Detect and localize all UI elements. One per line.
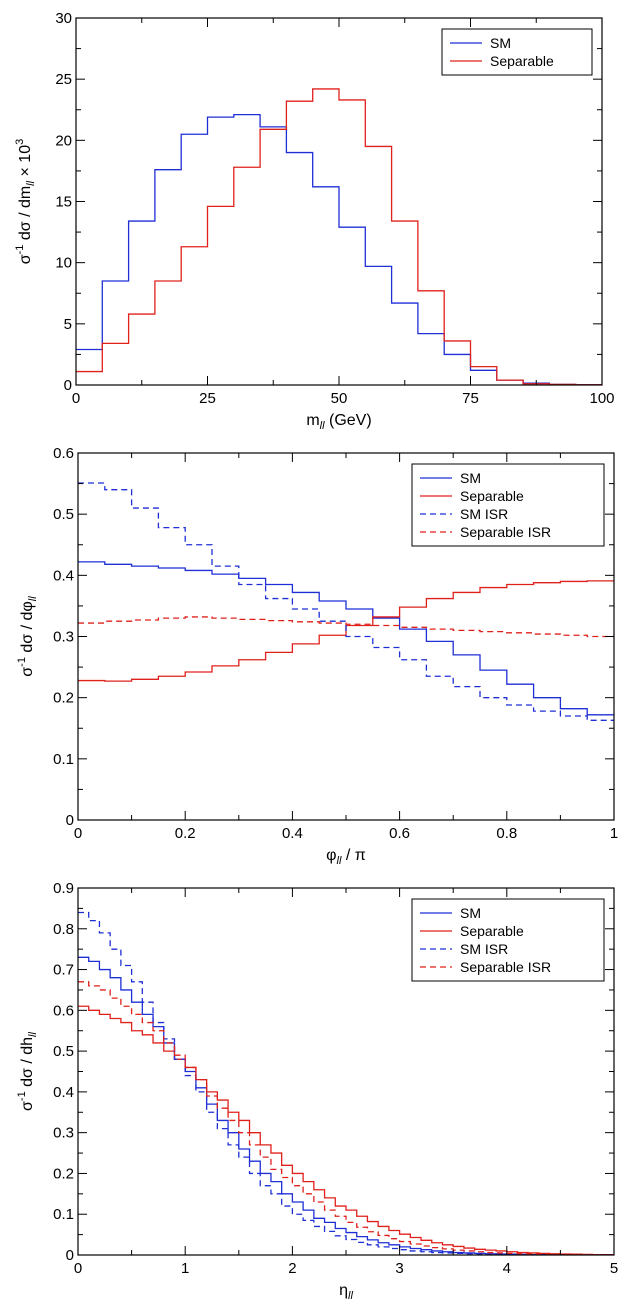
- legend: SM Separable: [441, 28, 593, 76]
- y-tick-label: 0.1: [53, 751, 74, 768]
- chart-panel-3: 0 1 2 3 4 5 0 0.1 0.2 0.3 0.4 0.5 0.6 0.7 0.8 0.9 ηll σ-1…: [16, 880, 618, 1300]
- x-tick-label: 0.6: [389, 825, 410, 842]
- y-tick-label: 0.3: [53, 1125, 74, 1142]
- series-group: [76, 88, 602, 385]
- x-tick-label: 25: [199, 390, 216, 407]
- series-line-separable-isr: [78, 981, 614, 1255]
- series-line-sm: [76, 113, 602, 385]
- y-tick-label: 0.5: [53, 506, 74, 523]
- x-tick-label: 0.4: [282, 825, 303, 842]
- y-tick-label: 0.6: [53, 1002, 74, 1019]
- legend-label: Separable: [460, 923, 524, 939]
- legend-label: SM: [460, 905, 481, 921]
- y-axis-label: σ-1 dσ / dmll × 103: [14, 139, 37, 264]
- legend-label: SM ISR: [460, 941, 508, 957]
- series-line-sm-isr: [78, 911, 614, 1255]
- x-tick-label: 2: [288, 1260, 296, 1277]
- legend: SM Separable SM ISR Separable ISR: [411, 898, 605, 982]
- y-tick-label: 20: [55, 132, 72, 149]
- y-axis-label: σ-1 dσ / dhll: [16, 1031, 39, 1110]
- series-line-separable-isr: [78, 616, 614, 638]
- x-tick-label: 4: [503, 1260, 511, 1277]
- y-tick-label: 15: [55, 194, 72, 211]
- series-line-sm-isr: [78, 482, 614, 721]
- series-line-sm: [78, 561, 614, 716]
- x-axis-label: φll / π: [326, 847, 366, 867]
- series-group: [78, 911, 614, 1255]
- y-tick-label: 0: [64, 377, 72, 394]
- y-tick-label: 0: [66, 812, 74, 829]
- x-tick-label: 0: [72, 390, 80, 407]
- y-tick-label: 0.4: [53, 1084, 74, 1101]
- y-axis-label: σ-1 dσ / dφll: [16, 596, 39, 677]
- y-tick-label: 0.5: [53, 1043, 74, 1060]
- y-tick-label: 0.3: [53, 629, 74, 646]
- x-tick-label: 1: [181, 1260, 189, 1277]
- x-tick-label: 50: [331, 390, 348, 407]
- y-tick-label: 0: [66, 1247, 74, 1264]
- legend-label: Separable ISR: [460, 959, 551, 975]
- y-tick-label: 25: [55, 71, 72, 88]
- y-tick-label: 5: [64, 316, 72, 333]
- y-tick-label: 0.8: [53, 921, 74, 938]
- legend-box: [441, 28, 593, 76]
- legend-label: SM: [490, 35, 511, 51]
- series-line-separable: [76, 88, 602, 385]
- x-axis-label: ηll: [339, 1282, 353, 1300]
- chart-panel-2: 0 0.2 0.4 0.6 0.8 1 0 0.1 0.2 0.3 0.4 0.5 0.6 φll / π…: [16, 445, 618, 867]
- x-tick-label: 0: [74, 1260, 82, 1277]
- x-axis-label: mll (GeV): [306, 412, 371, 432]
- x-tick-label: 75: [462, 390, 479, 407]
- legend: SM Separable SM ISR Separable ISR: [411, 463, 605, 547]
- x-tick-label: 100: [589, 390, 614, 407]
- legend-label: Separable ISR: [460, 524, 551, 540]
- chart-panel-1: 0 25 50 75 100 0 5 10 15 20 25 30 mll (GeV) σ-1 dσ / …: [14, 10, 615, 432]
- series-line-separable: [78, 1005, 614, 1255]
- legend-label: Separable: [460, 488, 524, 504]
- x-tick-label: 1: [610, 825, 618, 842]
- y-tick-label: 0.1: [53, 1206, 74, 1223]
- y-tick-label: 0.2: [53, 690, 74, 707]
- y-tick-label: 0.9: [53, 880, 74, 897]
- y-tick-label: 30: [55, 10, 72, 27]
- y-tick-label: 0.7: [53, 962, 74, 979]
- x-tick-label: 0.8: [496, 825, 517, 842]
- series-group: [78, 482, 614, 721]
- y-tick-label: 0.2: [53, 1165, 74, 1182]
- y-tick-label: 0.6: [53, 445, 74, 462]
- legend-label: SM ISR: [460, 506, 508, 522]
- y-tick-label: 10: [55, 255, 72, 272]
- x-tick-label: 0.2: [175, 825, 196, 842]
- x-tick-label: 3: [395, 1260, 403, 1277]
- x-tick-label: 0: [74, 825, 82, 842]
- y-tick-label: 0.4: [53, 567, 74, 584]
- legend-label: SM: [460, 470, 481, 486]
- x-tick-label: 5: [610, 1260, 618, 1277]
- series-line-separable: [78, 580, 614, 682]
- legend-label: Separable: [490, 53, 554, 69]
